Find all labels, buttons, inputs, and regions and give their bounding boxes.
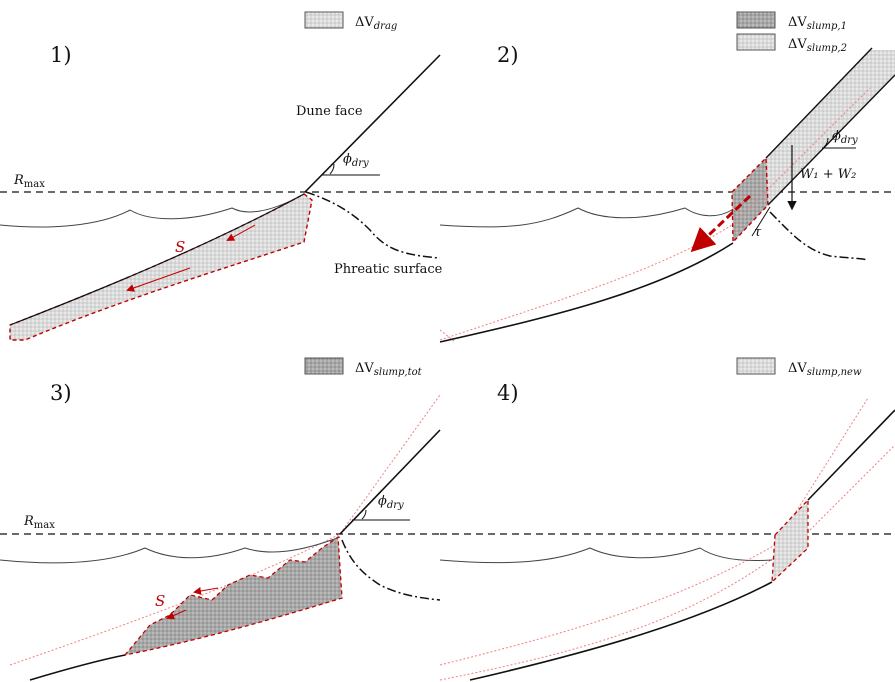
svg-text:ΔVslump,new: ΔVslump,new <box>788 361 862 378</box>
legend-swatch-slump-new <box>736 357 776 375</box>
drag-volume <box>9 193 313 341</box>
s-arrow <box>166 609 187 620</box>
new-dune-face <box>767 74 895 206</box>
legend-swatch-slump1 <box>736 11 776 29</box>
dune-face-line <box>339 429 441 535</box>
phi-dry-label: ϕdry <box>343 152 369 169</box>
shear-marker <box>751 206 771 237</box>
beach-profile <box>9 193 305 326</box>
svg-text:ΔVslump,tot: ΔVslump,tot <box>355 361 423 378</box>
panel-1: 1) ΔVdrag Rmax Dune face ϕdry S <box>0 11 443 341</box>
beach-profile <box>29 654 126 681</box>
s-arrow <box>193 587 219 595</box>
phi-dry-label: ϕdry <box>378 494 404 511</box>
slump-new-volume <box>771 498 809 584</box>
panel-1-legend: ΔVdrag <box>304 11 397 32</box>
s-label: S <box>155 592 165 610</box>
wave-surface <box>0 193 305 228</box>
panel-1-number: 1) <box>50 43 72 67</box>
rmax-label: Rmax <box>23 514 55 531</box>
old-dune-face <box>765 47 873 159</box>
panel-2-number: 2) <box>497 43 519 67</box>
svg-text:ΔVslump,1: ΔVslump,1 <box>788 15 847 32</box>
dune-face-line <box>807 409 895 501</box>
slump-direction-arrow <box>690 194 752 253</box>
phreatic-surface <box>341 539 441 601</box>
s-label: S <box>175 238 185 256</box>
s-arrow <box>126 267 191 292</box>
legend-sub: drag <box>374 21 398 32</box>
slump-tot-volume <box>123 535 343 656</box>
svg-text:ΔVdrag: ΔVdrag <box>355 15 397 32</box>
dune-face-line <box>304 54 441 193</box>
beach-profile <box>469 581 773 681</box>
panel-3: 3) ΔVslump,tot Rmax ϕdry S <box>0 357 441 681</box>
panel-4: 4) ΔVslump,new <box>439 357 895 681</box>
panel-4-legend: ΔVslump,new <box>736 357 862 378</box>
panel-3-number: 3) <box>50 381 72 405</box>
rmax-label: Rmax <box>13 173 45 190</box>
beach-profile <box>439 242 734 343</box>
legend-swatch-drag <box>304 11 344 29</box>
wave-surface <box>0 536 341 564</box>
angle-arc <box>361 509 367 520</box>
panel-2: 2) ΔVslump,1 ΔVslump,2 W₁ + W <box>439 11 895 343</box>
slump1-volume <box>731 156 769 244</box>
angle-arc <box>329 163 335 175</box>
legend-swatch-slump-tot <box>304 357 344 375</box>
phi-dry-label: ϕdry <box>832 129 858 146</box>
wave-surface <box>439 207 733 228</box>
s-arrow <box>226 224 256 241</box>
angle-arc <box>823 137 829 148</box>
phreatic-label: Phreatic surface <box>334 262 443 277</box>
svg-text:ΔVslump,2: ΔVslump,2 <box>788 37 847 54</box>
panel-2-legend: ΔVslump,1 ΔVslump,2 <box>736 11 847 54</box>
wave-surface <box>439 547 773 564</box>
dune-face-label: Dune face <box>296 104 363 119</box>
legend-symbol: ΔV <box>355 15 374 30</box>
legend-swatch-slump2 <box>736 33 776 51</box>
phreatic-surface <box>769 211 869 261</box>
weight-label: W₁ + W₂ <box>800 167 856 182</box>
panel-3-legend: ΔVslump,tot <box>304 357 423 378</box>
phreatic-surface <box>305 191 441 259</box>
tau-label: τ <box>754 225 762 240</box>
previous-profile <box>439 397 869 666</box>
panel-4-number: 4) <box>497 381 519 405</box>
